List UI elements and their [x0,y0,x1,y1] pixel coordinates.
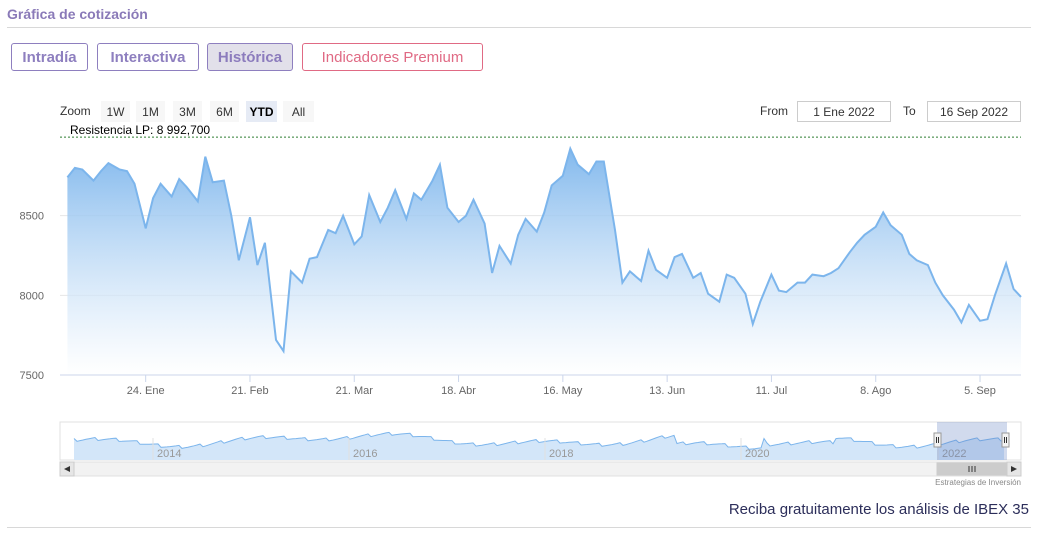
x-tick-label: 21. Feb [231,385,268,397]
x-tick-label: 11. Jul [756,385,788,397]
y-tick-label: 8000 [20,290,44,302]
series-area-fill [67,148,1021,375]
zoom-1w-button[interactable]: 1W [101,101,130,122]
tab-indicadores-premium[interactable]: Indicadores Premium [302,43,483,71]
scrollbar-track[interactable] [59,461,1022,477]
series-area [66,145,1022,375]
x-axis: 24. Ene 21. Feb 21. Mar 18. Abr 16. May 13. J… [60,374,1021,397]
title-divider [7,27,1031,28]
series-line [66,145,1022,354]
zoom-6m-button[interactable]: 6M [210,101,239,122]
chevron-left-icon [64,466,70,472]
zoom-ytd-button[interactable]: YTD [246,101,277,122]
y-tick-label: 7500 [20,370,44,382]
navigator-handle[interactable] [933,432,942,448]
navigator-label: 2020 [745,448,769,460]
y-tick-label: 8500 [20,211,44,223]
tab-historica[interactable]: Histórica [207,43,293,71]
zoom-1m-button[interactable]: 1M [136,101,165,122]
chevron-right-icon [1011,466,1017,472]
navigator-label: 2014 [157,448,181,460]
resistance-label: Resistencia LP: 8 992,700 [70,123,211,137]
x-tick-label: 21. Mar [336,385,374,397]
navigator-line [73,431,1005,450]
range-to-input[interactable]: 16 Sep 2022 [927,101,1021,122]
footer-divider [7,527,1031,528]
chart-credit: Estrategias de Inversión [935,478,1021,487]
x-tick-label: 18. Abr [441,385,476,397]
range-from-label: From [760,104,788,118]
tab-interactiva[interactable]: Interactiva [97,43,199,71]
navigator-selection[interactable] [937,422,1007,460]
range-from-input[interactable]: 1 Ene 2022 [797,101,891,122]
navigator-handle[interactable] [1001,432,1010,448]
x-tick-label: 5. Sep [964,385,996,397]
x-tick-label: 13. Jun [649,385,685,397]
tab-intradia[interactable]: Intradía [11,43,88,71]
x-tick-label: 16. May [543,385,583,397]
zoom-all-button[interactable]: All [283,101,314,122]
page-title: Gráfica de cotización [7,6,148,22]
navigator[interactable]: 2014 2016 2018 2020 2022 [59,421,1022,477]
range-to-label: To [903,104,916,118]
navigator-label: 2016 [353,448,377,460]
zoom-3m-button[interactable]: 3M [173,101,202,122]
zoom-label: Zoom [60,104,91,118]
analysis-link[interactable]: Reciba gratuitamente los análisis de IBE… [728,501,1029,518]
x-tick-label: 8. Ago [860,385,891,397]
navigator-label: 2022 [942,448,966,460]
x-tick-label: 24. Ene [127,385,165,397]
navigator-label: 2018 [549,448,573,460]
y-axis: 7500 8000 8500 [20,211,44,382]
